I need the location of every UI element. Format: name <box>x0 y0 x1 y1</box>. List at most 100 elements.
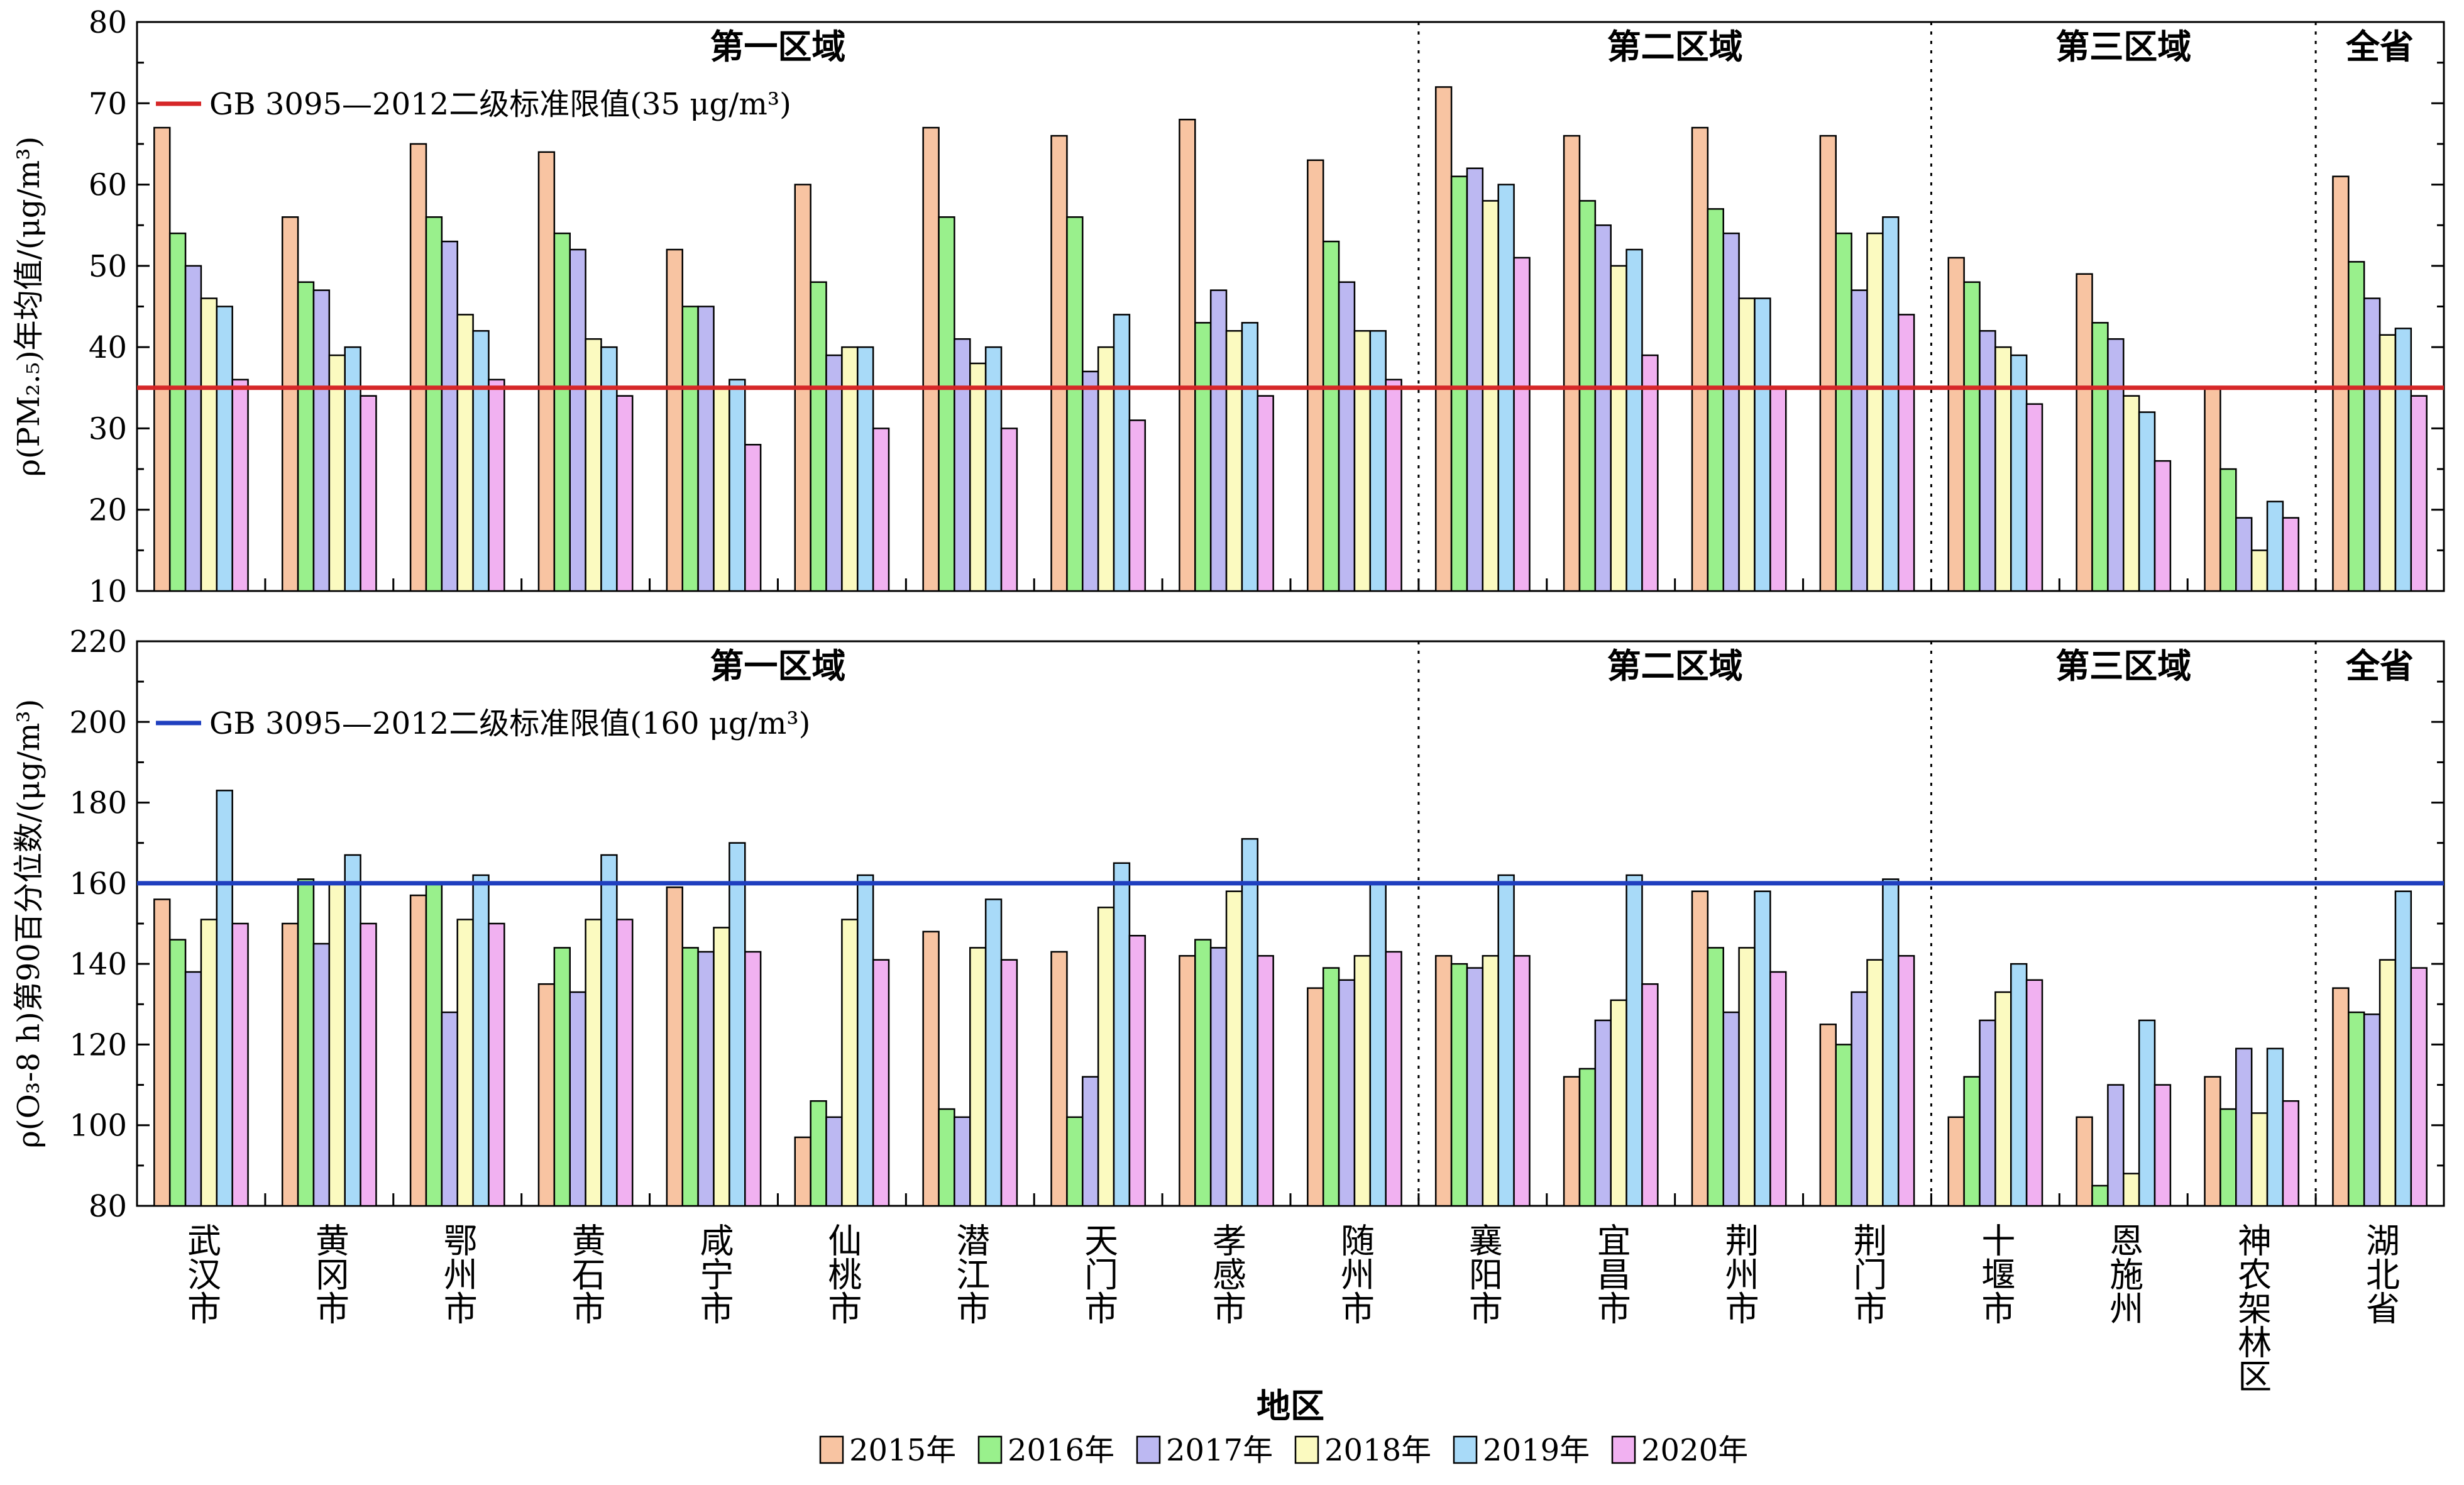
bar <box>200 919 218 1207</box>
bar <box>1050 135 1068 592</box>
x-category-label: 天门市 <box>1079 1223 1118 1325</box>
bar <box>2332 987 2350 1207</box>
bar <box>1369 882 1387 1207</box>
x-category-label: 潜江市 <box>950 1223 990 1325</box>
bar <box>2410 967 2428 1207</box>
bar <box>231 378 249 592</box>
bar <box>2363 297 2381 592</box>
bar <box>1722 232 1740 592</box>
legend-swatch <box>1611 1435 1636 1464</box>
y-tick-label: 180 <box>69 786 127 821</box>
y-tick-label: 220 <box>69 624 127 660</box>
y-tick-label: 120 <box>69 1027 127 1063</box>
bar <box>1082 1076 1099 1207</box>
bar <box>1578 1068 1597 1207</box>
bar <box>1066 216 1084 592</box>
bar <box>2153 460 2172 592</box>
bar <box>425 216 443 592</box>
bar <box>1322 967 1340 1207</box>
bar <box>1066 1116 1084 1207</box>
panel-1: 10 20 30 40 50 60 70 80 第一区域 第二区域 第三区域 全省 GB 3095—20… <box>11 5 2445 609</box>
bar <box>1707 208 1724 592</box>
bar <box>2348 261 2365 592</box>
y-tick-label: 80 <box>89 1189 127 1224</box>
bar <box>1897 314 1915 592</box>
bar <box>2091 1184 2109 1207</box>
y-tick-label: 50 <box>89 249 127 284</box>
bar <box>1563 1076 1581 1207</box>
bar <box>2123 1173 2140 1207</box>
bar <box>472 874 490 1207</box>
legend: 2015年 2016年 2017年 2018年 2019年 2020年 <box>819 1433 1748 1468</box>
bar <box>184 971 202 1207</box>
bar <box>200 297 218 592</box>
bar <box>1819 135 1837 592</box>
bar <box>231 922 249 1207</box>
y-tick-label: 70 <box>89 86 127 121</box>
x-category-label: 荆州市 <box>1719 1223 1759 1325</box>
bar <box>2379 334 2397 592</box>
bar <box>1738 297 1756 592</box>
bar <box>2379 959 2397 1207</box>
bar <box>1209 289 1228 592</box>
bar <box>472 330 490 592</box>
bar <box>2266 1047 2284 1207</box>
bar <box>488 378 505 592</box>
y-tick-label: 20 <box>89 493 127 528</box>
bar <box>1338 281 1356 592</box>
legend-entry: 2017年 <box>1166 1433 1273 1468</box>
bar <box>1866 232 1884 592</box>
bar <box>360 395 377 592</box>
bar <box>1307 987 1324 1207</box>
bar <box>872 428 890 592</box>
bar <box>1450 963 1468 1207</box>
bar <box>1882 878 1900 1207</box>
bar <box>1610 265 1627 592</box>
bar <box>153 898 171 1207</box>
bar <box>841 346 859 592</box>
bar <box>1835 232 1852 592</box>
x-category-label: 鄂州市 <box>437 1223 477 1325</box>
bar <box>537 983 556 1207</box>
bar <box>681 947 699 1207</box>
y-tick-label: 30 <box>89 411 127 446</box>
bar <box>456 314 474 592</box>
bar <box>2266 500 2284 592</box>
region-label: 第一区域 <box>710 26 845 67</box>
bar <box>553 947 571 1207</box>
bar <box>281 216 299 592</box>
bar <box>1482 200 1499 592</box>
bar <box>2153 1084 2172 1207</box>
bar <box>938 1108 955 1207</box>
bar <box>1994 991 2012 1207</box>
bar <box>1610 999 1627 1207</box>
bar <box>1979 1019 1996 1207</box>
y-tick-label: 140 <box>69 947 127 982</box>
bar <box>168 939 187 1207</box>
bar <box>984 346 1003 592</box>
bar <box>2219 468 2237 592</box>
bar <box>2138 1019 2156 1207</box>
bar <box>425 882 443 1207</box>
bar <box>1257 395 1274 592</box>
bar <box>1738 947 1756 1207</box>
bar <box>1963 1076 1981 1207</box>
bar <box>1963 281 1981 592</box>
bar <box>553 232 571 592</box>
bar <box>2282 1100 2300 1207</box>
bar <box>569 248 586 592</box>
bar <box>1866 959 1884 1207</box>
bar <box>729 842 746 1207</box>
x-category-label: 随州市 <box>1334 1223 1374 1325</box>
bar <box>1241 838 1259 1207</box>
bar <box>2025 979 2043 1207</box>
reference-legend-label: GB 3095—2012二级标准限值(160 μg/m³) <box>209 706 810 741</box>
bar <box>1641 983 1659 1207</box>
bar <box>1707 947 1724 1207</box>
y-tick-label: 80 <box>89 5 127 40</box>
bar <box>1819 1024 1837 1207</box>
bar <box>2410 395 2428 592</box>
bar <box>616 395 634 592</box>
bar <box>344 346 361 592</box>
